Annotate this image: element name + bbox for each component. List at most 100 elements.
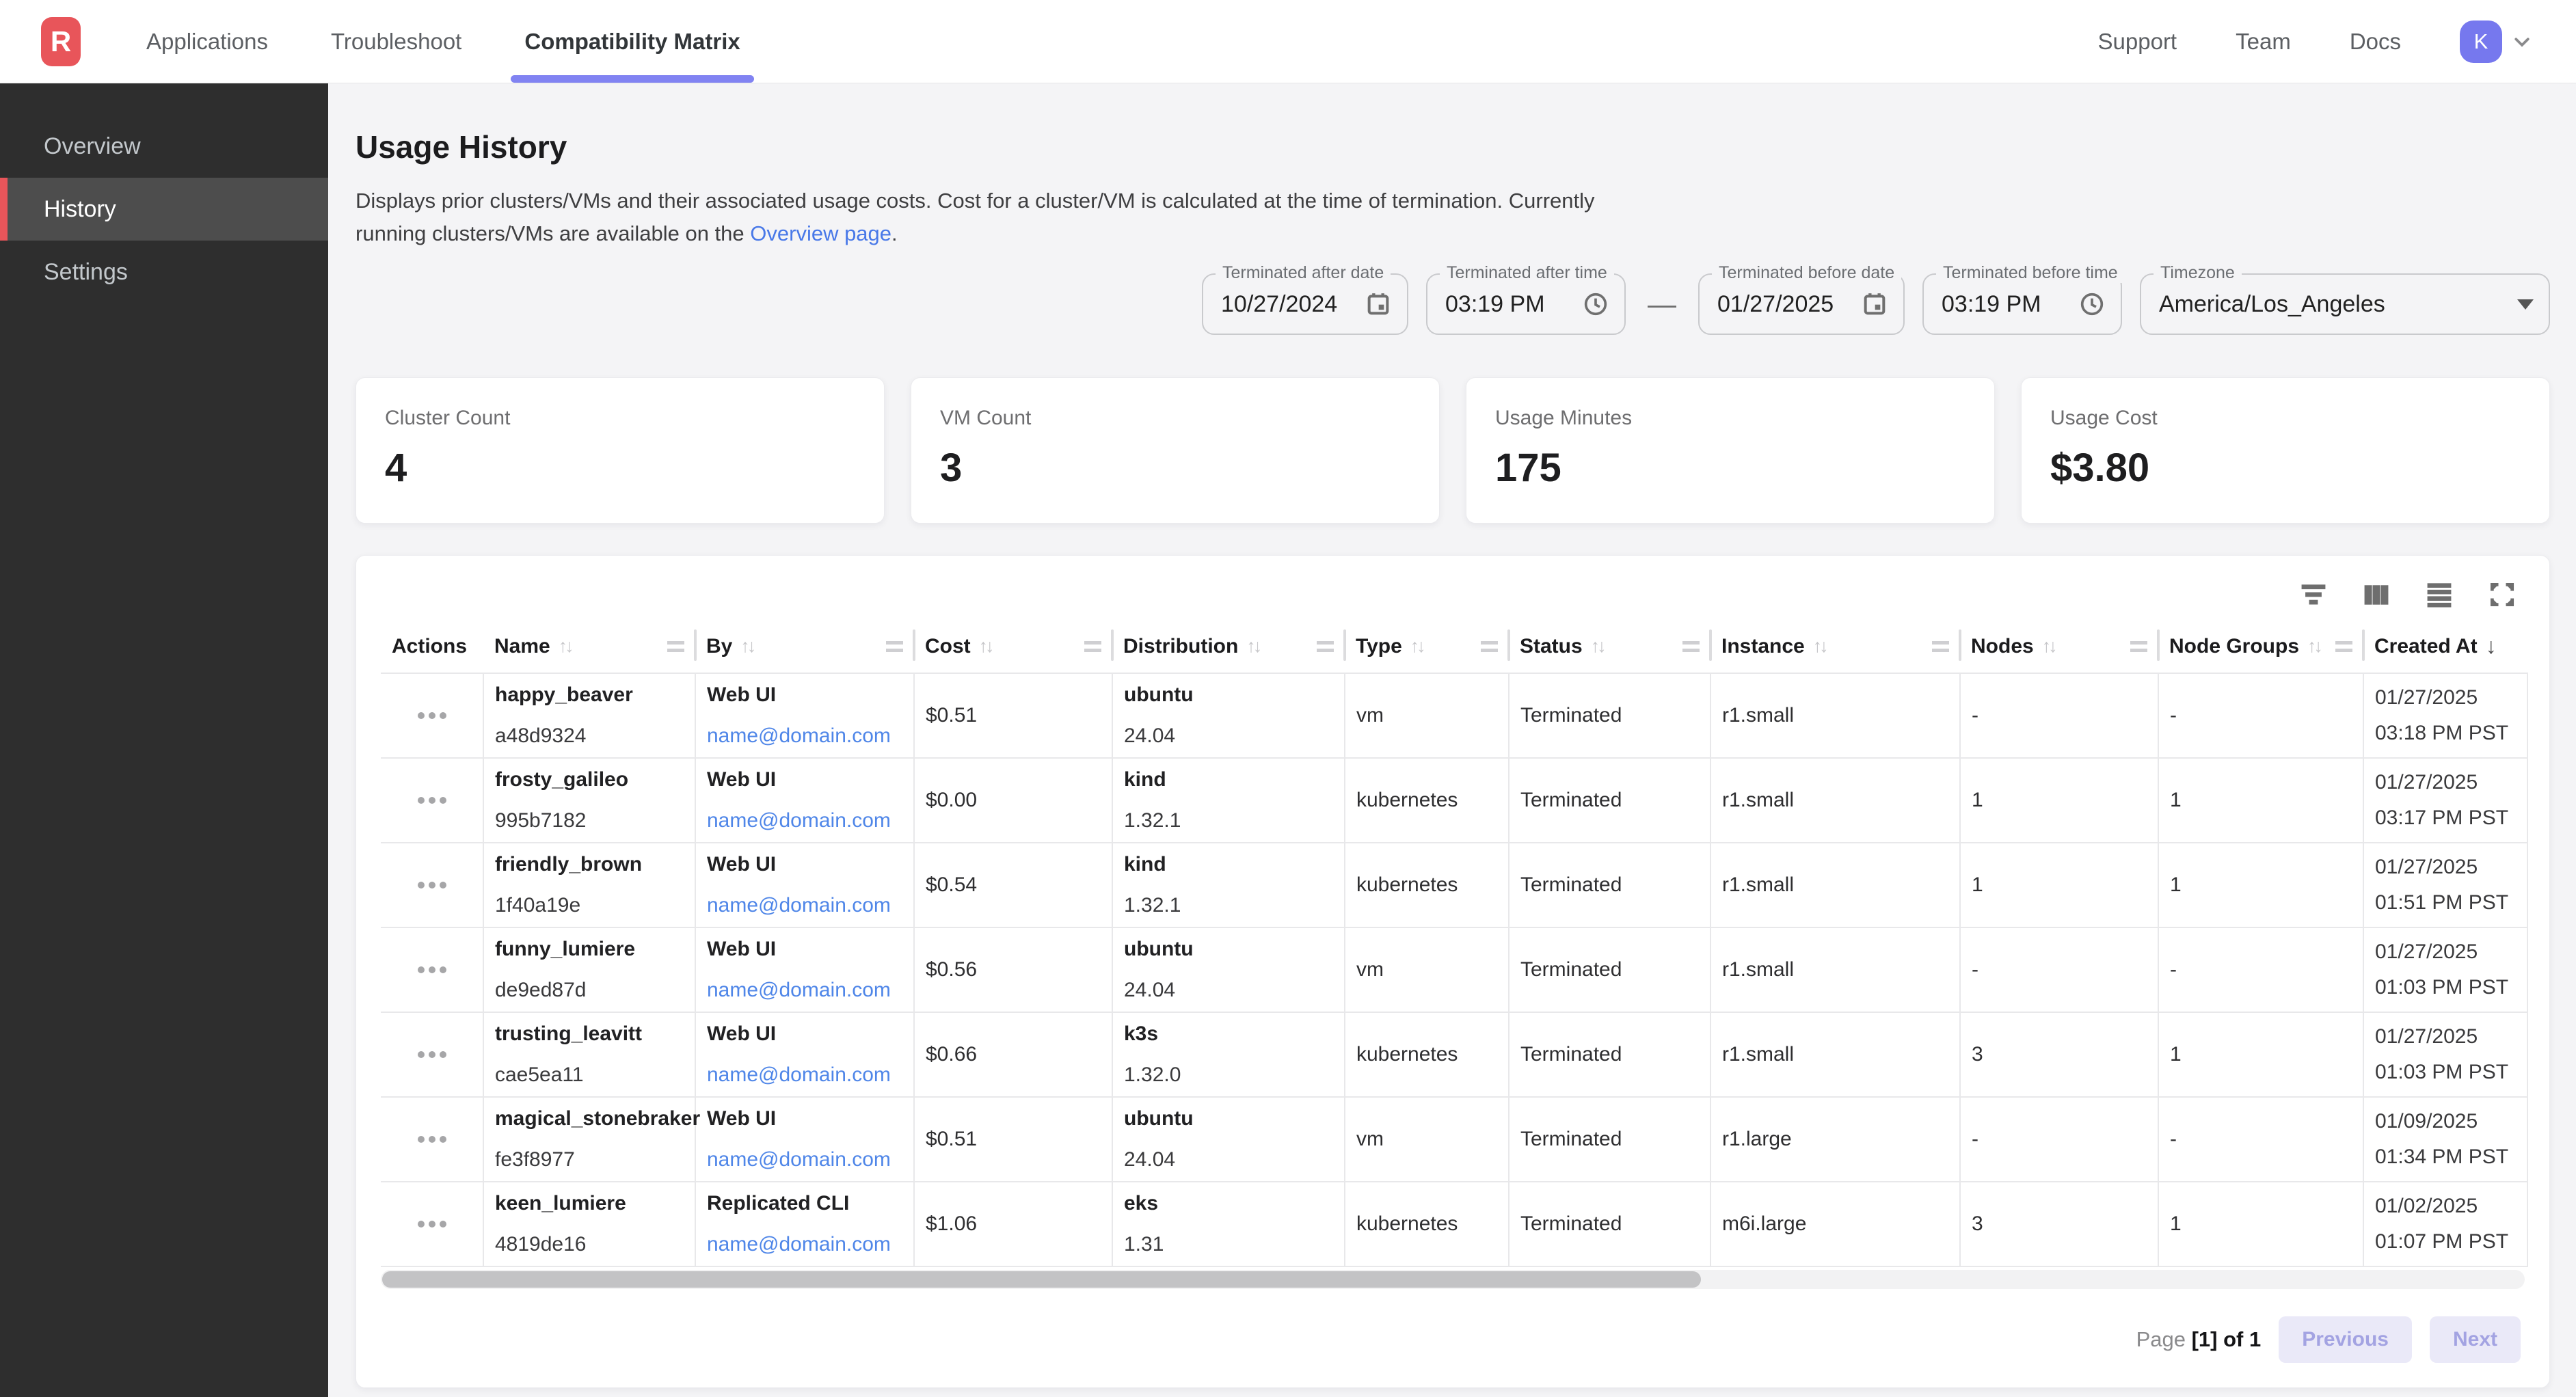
email-link[interactable]: name@domain.com	[707, 979, 891, 1001]
row-actions-button[interactable]	[411, 1129, 453, 1150]
table-row: frosty_galileo995b7182 Web UIname@domain…	[381, 758, 2527, 843]
description-period: .	[891, 221, 898, 245]
distribution-cell: ubuntu24.04	[1112, 673, 1345, 758]
col-header-nodes[interactable]: Nodes↑↓	[1960, 620, 2158, 673]
nav-item-support[interactable]: Support	[2098, 29, 2177, 55]
previous-page-button[interactable]: Previous	[2279, 1316, 2412, 1363]
sort-icon[interactable]: ↑↓	[740, 636, 753, 657]
sidebar-item-settings[interactable]: Settings	[0, 241, 328, 303]
clock-icon[interactable]	[1582, 290, 1609, 318]
timezone-value[interactable]: America/Los_Angeles	[2159, 291, 2385, 318]
nav-item-compatibility-matrix[interactable]: Compatibility Matrix	[524, 0, 740, 83]
terminated-before-date-field[interactable]: Terminated before date 01/27/2025	[1698, 273, 1905, 335]
row-actions-button[interactable]	[411, 790, 453, 811]
node-groups-cell: -	[2158, 927, 2363, 1012]
terminated-after-date-field[interactable]: Terminated after date 10/27/2024	[1202, 273, 1408, 335]
name-cell: frosty_galileo995b7182	[483, 758, 695, 843]
column-drag-handle[interactable]	[2335, 641, 2352, 652]
column-drag-handle[interactable]	[1317, 641, 1334, 652]
density-icon[interactable]	[2424, 579, 2455, 610]
terminated-after-time-label: Terminated after time	[1440, 263, 1614, 283]
row-actions-button[interactable]	[411, 705, 453, 726]
instance-cell: r1.small	[1710, 843, 1960, 927]
col-header-type[interactable]: Type↑↓	[1345, 620, 1509, 673]
avatar[interactable]: K	[2460, 21, 2502, 63]
sidebar-item-history[interactable]: History	[0, 178, 328, 241]
terminated-before-time-value[interactable]: 03:19 PM	[1942, 291, 2041, 318]
status-cell: Terminated	[1509, 1012, 1710, 1097]
row-actions-button[interactable]	[411, 960, 453, 980]
main-content: Usage History Displays prior clusters/VM…	[328, 83, 2576, 1397]
sort-icon[interactable]: ↑↓	[1813, 636, 1826, 657]
row-actions-button[interactable]	[411, 1214, 453, 1234]
overview-page-link[interactable]: Overview page	[750, 221, 891, 245]
sort-desc-icon[interactable]: ↓	[2486, 634, 2497, 659]
email-link[interactable]: name@domain.com	[707, 1233, 891, 1256]
col-header-cost[interactable]: Cost↑↓	[914, 620, 1112, 673]
col-header-by[interactable]: By↑↓	[695, 620, 914, 673]
sort-icon[interactable]: ↑↓	[1591, 636, 1604, 657]
col-header-name[interactable]: Name↑↓	[483, 620, 695, 673]
sort-icon[interactable]: ↑↓	[1410, 636, 1423, 657]
app-logo[interactable]: R	[41, 17, 81, 66]
sort-icon[interactable]: ↑↓	[1246, 636, 1259, 657]
type-cell: vm	[1345, 673, 1509, 758]
scrollbar-thumb[interactable]	[382, 1271, 1701, 1288]
sidebar-item-overview[interactable]: Overview	[0, 115, 328, 178]
col-header-status[interactable]: Status↑↓	[1509, 620, 1710, 673]
column-drag-handle[interactable]	[1084, 641, 1101, 652]
col-header-node-groups[interactable]: Node Groups↑↓	[2158, 620, 2363, 673]
row-actions-button[interactable]	[411, 875, 453, 895]
nav-item-team[interactable]: Team	[2236, 29, 2291, 55]
terminated-after-time-value[interactable]: 03:19 PM	[1445, 291, 1545, 318]
actions-cell	[381, 927, 483, 1012]
terminated-before-date-value[interactable]: 01/27/2025	[1717, 291, 1834, 318]
nodes-cell: -	[1960, 673, 2158, 758]
clock-icon[interactable]	[2078, 290, 2106, 318]
user-menu[interactable]: K	[2460, 21, 2532, 63]
calendar-icon[interactable]	[1861, 290, 1888, 318]
sort-icon[interactable]: ↑↓	[2307, 636, 2320, 657]
email-link[interactable]: name@domain.com	[707, 724, 891, 747]
column-drag-handle[interactable]	[667, 641, 684, 652]
sort-icon[interactable]: ↑↓	[559, 636, 572, 657]
column-drag-handle[interactable]	[1682, 641, 1700, 652]
calendar-icon[interactable]	[1365, 290, 1392, 318]
email-link[interactable]: name@domain.com	[707, 1063, 891, 1086]
stat-value: $3.80	[2050, 445, 2521, 491]
node-groups-cell: -	[2158, 1097, 2363, 1182]
nav-item-docs[interactable]: Docs	[2350, 29, 2401, 55]
nav-item-troubleshoot[interactable]: Troubleshoot	[331, 0, 461, 83]
chevron-down-icon	[2512, 31, 2532, 52]
node-groups-cell: 1	[2158, 843, 2363, 927]
column-drag-handle[interactable]	[886, 641, 903, 652]
nav-item-applications[interactable]: Applications	[146, 0, 268, 83]
col-header-distribution[interactable]: Distribution↑↓	[1112, 620, 1345, 673]
type-cell: kubernetes	[1345, 758, 1509, 843]
actions-cell	[381, 1182, 483, 1266]
row-actions-button[interactable]	[411, 1044, 453, 1065]
email-link[interactable]: name@domain.com	[707, 1148, 891, 1171]
sort-icon[interactable]: ↑↓	[2042, 636, 2055, 657]
terminated-after-time-field[interactable]: Terminated after time 03:19 PM	[1426, 273, 1626, 335]
sort-icon[interactable]: ↑↓	[979, 636, 992, 657]
terminated-after-date-value[interactable]: 10/27/2024	[1221, 291, 1337, 318]
email-link[interactable]: name@domain.com	[707, 809, 891, 832]
fullscreen-icon[interactable]	[2486, 579, 2518, 610]
col-header-created-at[interactable]: Created At↓	[2363, 620, 2527, 673]
terminated-before-date-label: Terminated before date	[1712, 263, 1901, 283]
email-link[interactable]: name@domain.com	[707, 894, 891, 917]
timezone-select[interactable]: Timezone America/Los_Angeles	[2140, 273, 2550, 335]
column-drag-handle[interactable]	[2130, 641, 2147, 652]
stat-label: Usage Cost	[2050, 407, 2521, 430]
next-page-button[interactable]: Next	[2430, 1316, 2521, 1363]
terminated-before-time-field[interactable]: Terminated before time 03:19 PM	[1922, 273, 2122, 335]
col-header-instance[interactable]: Instance↑↓	[1710, 620, 1960, 673]
horizontal-scrollbar[interactable]	[381, 1270, 2525, 1289]
type-cell: kubernetes	[1345, 1012, 1509, 1097]
column-drag-handle[interactable]	[1481, 641, 1498, 652]
filter-icon[interactable]	[2298, 579, 2329, 610]
columns-icon[interactable]	[2361, 579, 2392, 610]
distribution-cell: k3s1.32.0	[1112, 1012, 1345, 1097]
column-drag-handle[interactable]	[1932, 641, 1949, 652]
